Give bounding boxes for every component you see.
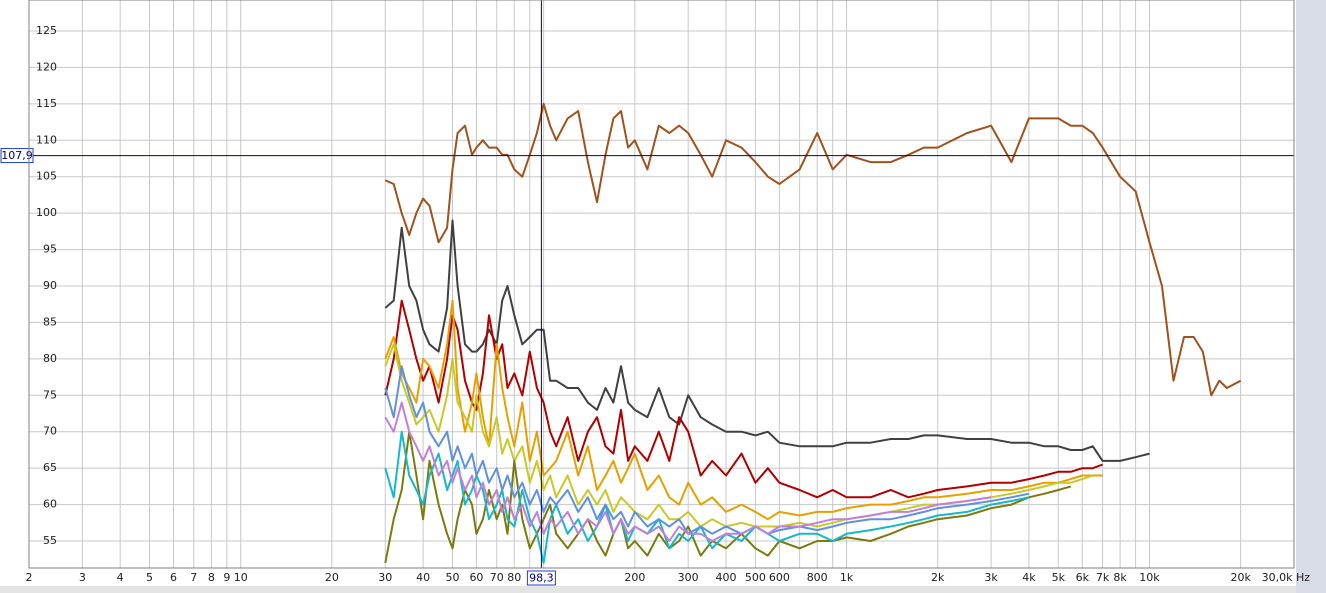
y-tick-label: 55 bbox=[43, 534, 57, 547]
y-tick-label: 80 bbox=[43, 352, 57, 365]
x-tick-label: 200 bbox=[624, 571, 645, 584]
x-tick-label: 60 bbox=[469, 571, 483, 584]
x-tick-label: 30 bbox=[378, 571, 392, 584]
x-tick-label: 500 bbox=[745, 571, 766, 584]
x-tick-label: 400 bbox=[716, 571, 737, 584]
y-tick-label: 60 bbox=[43, 498, 57, 511]
y-tick-label: 75 bbox=[43, 388, 57, 401]
x-tick-label: 7 bbox=[190, 571, 197, 584]
x-tick-label: 4 bbox=[117, 571, 124, 584]
y-tick-label: 65 bbox=[43, 461, 57, 474]
y-tick-label: 85 bbox=[43, 315, 57, 328]
cursor-label-box bbox=[0, 148, 34, 164]
x-tick-label: 2k bbox=[931, 571, 945, 584]
x-tick-label: 3k bbox=[984, 571, 998, 584]
x-tick-label: 2 bbox=[26, 571, 33, 584]
x-tick-label: 9 bbox=[223, 571, 230, 584]
x-tick-label: 800 bbox=[807, 571, 828, 584]
series-line bbox=[384, 299, 1103, 499]
x-tick-label: 6k bbox=[1076, 571, 1090, 584]
series-line bbox=[384, 102, 1242, 397]
x-tick-label: 5 bbox=[146, 571, 153, 584]
side-panel bbox=[1296, 0, 1326, 593]
curves bbox=[384, 102, 1242, 564]
x-tick-label: 40 bbox=[416, 571, 430, 584]
x-tick-label: 8k bbox=[1113, 571, 1127, 584]
y-tick-label: 95 bbox=[43, 243, 57, 256]
x-tick-label: 70 bbox=[490, 571, 504, 584]
x-tick-label: 1k bbox=[840, 571, 854, 584]
x-tick-label: 50 bbox=[445, 571, 459, 584]
x-tick-label: 8 bbox=[208, 571, 215, 584]
series-line bbox=[384, 430, 1030, 564]
x-tick-label: 600 bbox=[769, 571, 790, 584]
scrollbar[interactable] bbox=[0, 586, 1296, 593]
x-tick-label: 20k bbox=[1230, 571, 1251, 584]
series-line bbox=[384, 219, 1150, 462]
cursor-x-label: 98,3 bbox=[529, 572, 554, 585]
series-line bbox=[384, 343, 1094, 528]
series-line bbox=[384, 299, 1103, 521]
x-tick-label: 20 bbox=[325, 571, 339, 584]
x-tick-label: 7k bbox=[1096, 571, 1110, 584]
grid bbox=[28, 0, 1295, 568]
x-tick-label: 30,0k Hz bbox=[1262, 571, 1311, 584]
x-tick-label: 10 bbox=[234, 571, 248, 584]
y-tick-label: 105 bbox=[36, 170, 57, 183]
x-tick-label: 5k bbox=[1052, 571, 1066, 584]
series-line bbox=[384, 401, 992, 542]
y-tick-label: 115 bbox=[36, 97, 57, 110]
x-tick-label: 10k bbox=[1139, 571, 1160, 584]
x-tick-label: 6 bbox=[170, 571, 177, 584]
cursor-label-box bbox=[526, 570, 556, 586]
y-tick-label: 125 bbox=[36, 24, 57, 37]
y-tick-label: 100 bbox=[36, 206, 57, 219]
y-tick-label: 110 bbox=[36, 133, 57, 146]
y-tick-label: 90 bbox=[43, 279, 57, 292]
x-tick-label: 80 bbox=[507, 571, 521, 584]
y-tick-label: 120 bbox=[36, 60, 57, 73]
y-tick-label: 70 bbox=[43, 425, 57, 438]
x-tick-label: 300 bbox=[678, 571, 699, 584]
x-tick-label: 3 bbox=[79, 571, 86, 584]
series-line bbox=[384, 365, 1030, 535]
plot-frame bbox=[28, 0, 1295, 569]
cursor-y-label: 107,9 bbox=[1, 149, 33, 162]
x-tick-label: 4k bbox=[1022, 571, 1036, 584]
